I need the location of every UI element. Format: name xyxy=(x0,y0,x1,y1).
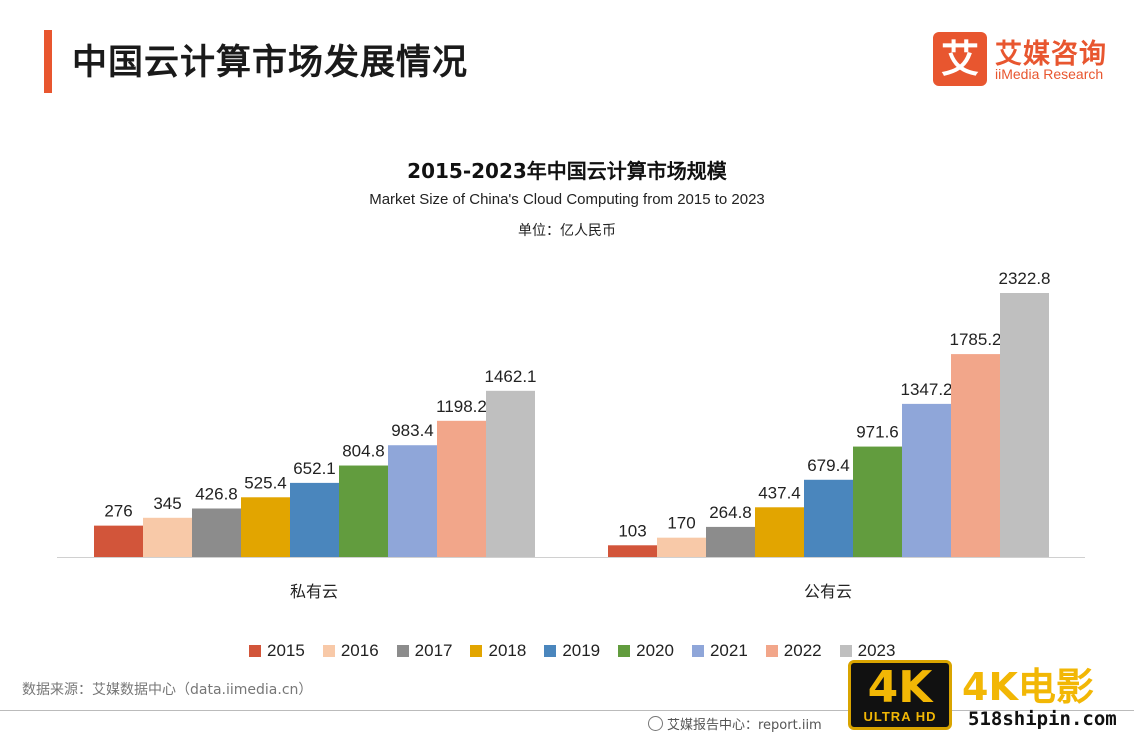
chart-subtitle: Market Size of China's Cloud Computing f… xyxy=(369,191,765,208)
legend-swatch xyxy=(618,645,631,657)
data-label-1-2021: 1347.2 xyxy=(901,380,953,399)
watermark-site: 518shipin.com xyxy=(968,708,1117,730)
legend-item-2019: 2019 xyxy=(544,641,600,661)
data-label-1-2023: 2322.8 xyxy=(999,269,1051,288)
chart-title: 2015-2023年中国云计算市场规模 xyxy=(407,159,727,183)
legend-swatch xyxy=(396,645,409,657)
legend-label: 2016 xyxy=(340,641,379,660)
data-label-0-2021: 983.4 xyxy=(391,421,434,440)
bar-0-2015 xyxy=(94,525,143,557)
legend-label: 2023 xyxy=(857,641,896,660)
legend-label: 2020 xyxy=(636,641,674,660)
legend-label: 2015 xyxy=(267,641,305,660)
legend-item-2022: 2022 xyxy=(765,641,822,661)
legend-item-2016: 2016 xyxy=(322,641,379,661)
globe-icon xyxy=(648,716,663,731)
legend-swatch xyxy=(249,645,261,657)
legend-swatch xyxy=(839,645,852,657)
legend-item-2018: 2018 xyxy=(470,641,526,661)
bar-0-2019 xyxy=(290,482,339,557)
legend-label: 2021 xyxy=(709,641,748,660)
bar-0-2023 xyxy=(486,390,535,557)
bar-1-2018 xyxy=(755,507,804,557)
bar-0-2021 xyxy=(388,445,437,557)
footer-report-text: 艾媒报告中心：report.iim xyxy=(667,718,822,733)
bar-0-2020 xyxy=(339,465,388,557)
data-label-0-2020: 804.8 xyxy=(342,442,385,461)
logo-name-cn: 艾媒咨询 xyxy=(995,39,1107,70)
bar-0-2017 xyxy=(192,508,241,557)
watermark-badge-sub: ULTRA HD xyxy=(863,709,937,724)
data-label-0-2017: 426.8 xyxy=(195,484,238,503)
category-label-0: 私有云 xyxy=(290,582,338,601)
legend-label: 2018 xyxy=(488,641,527,660)
data-label-0-2015: 276 xyxy=(104,502,132,521)
bar-1-2015 xyxy=(608,545,657,557)
bar-0-2018 xyxy=(241,497,290,557)
legend-item-2015: 2015 xyxy=(249,641,305,661)
data-label-1-2018: 437.4 xyxy=(758,483,801,502)
legend-swatch xyxy=(322,645,335,657)
bar-1-2022 xyxy=(951,354,1000,557)
data-label-0-2019: 652.1 xyxy=(293,459,336,478)
legend-item-2017: 2017 xyxy=(396,641,453,661)
legend-swatch xyxy=(691,645,704,657)
page-title: 中国云计算市场发展情况 xyxy=(72,43,469,83)
data-label-0-2022: 1198.2 xyxy=(436,397,487,416)
chart-unit: 单位：亿人民币 xyxy=(518,223,616,239)
legend-swatch xyxy=(765,645,778,657)
bar-0-2016 xyxy=(143,517,192,557)
data-label-1-2019: 679.4 xyxy=(807,456,850,475)
logo-mark-icon: 艾 xyxy=(933,32,987,86)
watermark-badge-main: 4K xyxy=(867,662,933,713)
bar-1-2020 xyxy=(853,446,902,557)
legend-item-2020: 2020 xyxy=(618,641,674,661)
legend-label: 2017 xyxy=(414,641,453,660)
data-label-0-2023: 1462.1 xyxy=(485,367,537,386)
data-label-1-2016: 170 xyxy=(667,514,695,533)
bar-0-2022 xyxy=(437,420,486,557)
data-label-1-2017: 264.8 xyxy=(709,503,752,522)
logo-name-en: iiMedia Research xyxy=(995,66,1104,82)
bar-1-2017 xyxy=(706,526,755,557)
legend-label: 2022 xyxy=(783,641,822,660)
data-label-0-2018: 525.4 xyxy=(244,473,287,492)
bar-1-2019 xyxy=(804,479,853,557)
iimedia-logo: 艾 艾媒咨询 iiMedia Research xyxy=(933,32,1123,88)
data-label-1-2020: 971.6 xyxy=(856,423,899,442)
title-accent-bar xyxy=(44,30,52,93)
category-label-1: 公有云 xyxy=(804,582,852,601)
legend-item-2023: 2023 xyxy=(839,641,896,661)
footer-report-center: 艾媒报告中心：report.iim xyxy=(648,714,822,733)
data-label-0-2016: 345 xyxy=(153,494,181,513)
data-label-1-2015: 103 xyxy=(618,521,646,540)
legend-item-2021: 2021 xyxy=(691,641,748,661)
watermark-title: 4K电影 xyxy=(962,665,1094,709)
bar-1-2016 xyxy=(657,537,706,557)
footer-divider xyxy=(0,710,1134,711)
watermark-badge: 4K ULTRA HD xyxy=(848,660,952,730)
legend-swatch xyxy=(544,645,557,657)
data-label-1-2022: 1785.2 xyxy=(950,330,1002,349)
bar-1-2023 xyxy=(1000,293,1049,557)
bar-1-2021 xyxy=(902,403,951,557)
legend-swatch xyxy=(470,645,483,657)
chart-legend: 2015 2016 2017 2018 2019 2020 2021 2022 2023 xyxy=(249,640,913,662)
legend-label: 2019 xyxy=(562,641,601,660)
data-source: 数据来源：艾媒数据中心（data.iimedia.cn） xyxy=(22,682,313,698)
